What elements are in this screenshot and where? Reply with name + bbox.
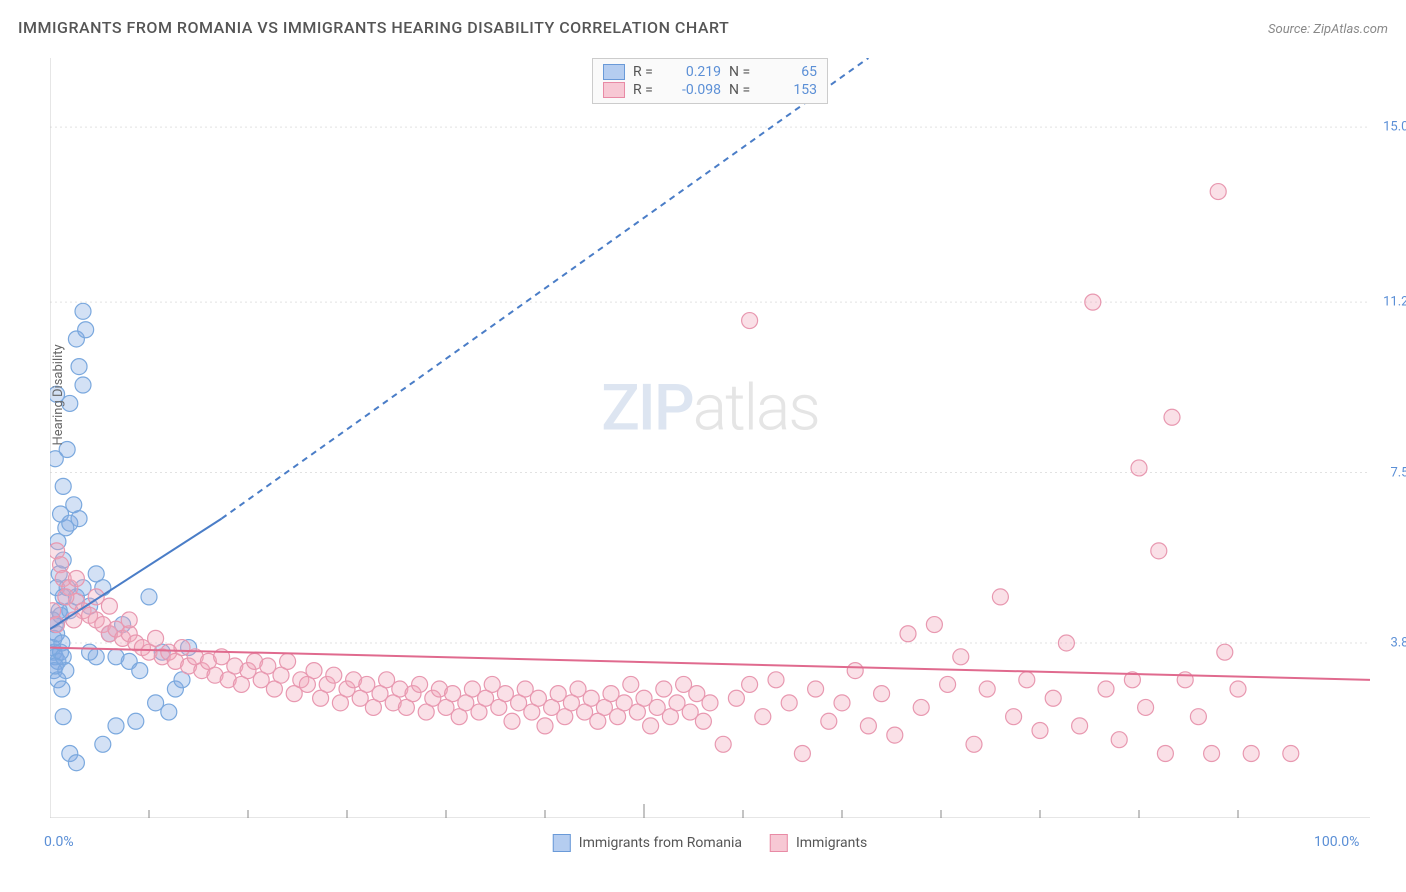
legend-label: Immigrants [796,835,867,851]
chart-source: Source: ZipAtlas.com [1268,22,1388,37]
stats-box: R = 0.219 N = 65 R = -0.098 N = 153 [592,58,828,104]
stats-r-value: 0.219 [671,64,721,80]
legend-label: Immigrants from Romania [579,835,742,851]
stats-n-value: 153 [767,82,817,98]
chart-header: IMMIGRANTS FROM ROMANIA VS IMMIGRANTS HE… [18,18,1388,37]
y-axis-label: Hearing Disability [51,344,66,445]
x-tick-label: 0.0% [44,834,74,850]
stats-swatch [603,64,625,80]
legend-swatch [770,834,788,852]
stats-row: R = -0.098 N = 153 [603,81,817,99]
y-tick-label: 15.0% [1383,120,1406,135]
legend-bottom: Immigrants from Romania Immigrants [553,834,867,852]
legend-item: Immigrants [770,834,867,852]
y-tick-label: 7.5% [1390,465,1406,480]
stats-r-label: R = [633,82,663,98]
stats-n-label: N = [729,82,759,98]
stats-r-value: -0.098 [671,82,721,98]
stats-swatch [603,82,625,98]
y-tick-label: 11.2% [1383,295,1406,310]
chart-title: IMMIGRANTS FROM ROMANIA VS IMMIGRANTS HE… [18,18,729,37]
x-tick-label: 100.0% [1314,834,1359,850]
stats-n-value: 65 [767,64,817,80]
stats-n-label: N = [729,64,759,80]
scatter-plot [50,58,1370,818]
chart-area: ZIPatlas Hearing Disability 3.8%7.5%11.2… [50,58,1370,818]
stats-r-label: R = [633,64,663,80]
stats-row: R = 0.219 N = 65 [603,63,817,81]
legend-swatch [553,834,571,852]
legend-item: Immigrants from Romania [553,834,742,852]
y-tick-label: 3.8% [1390,635,1406,650]
